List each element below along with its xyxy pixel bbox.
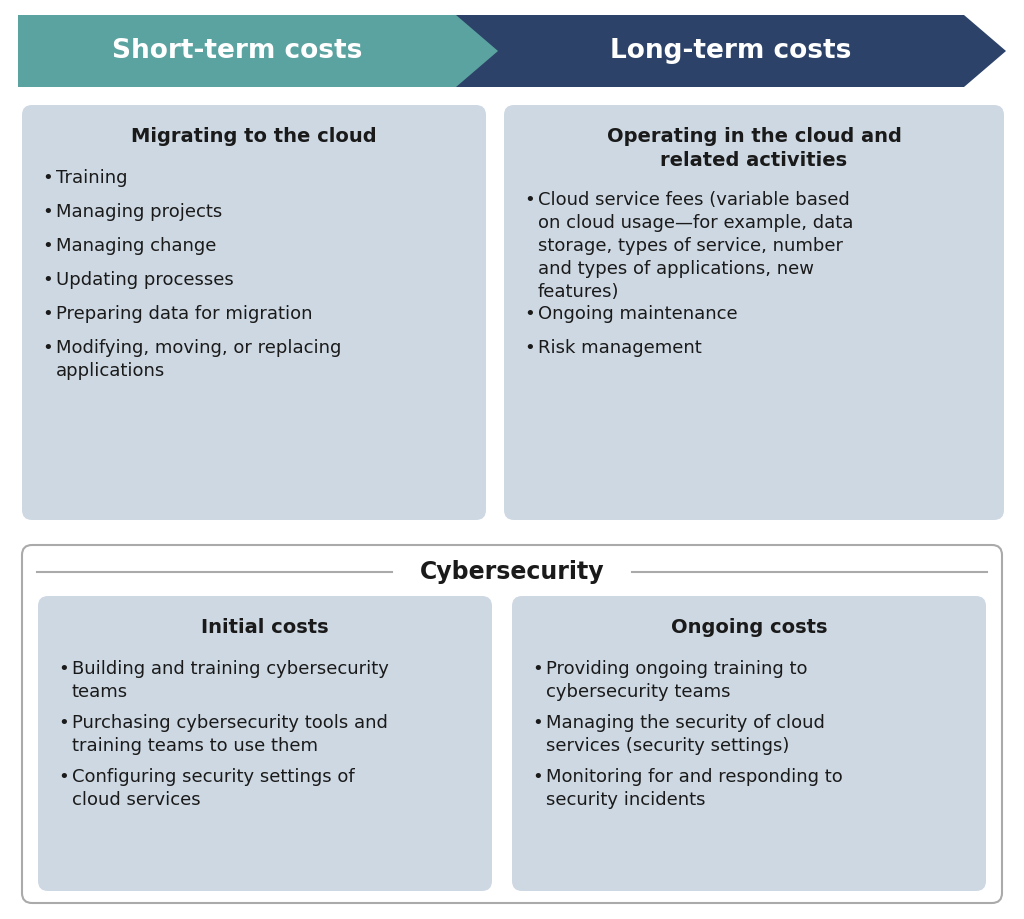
FancyBboxPatch shape	[22, 105, 486, 520]
Text: Modifying, moving, or replacing
applications: Modifying, moving, or replacing applicat…	[56, 339, 341, 380]
Text: Short-term costs: Short-term costs	[112, 38, 362, 64]
Text: Ongoing costs: Ongoing costs	[671, 618, 827, 637]
Text: •: •	[42, 305, 53, 323]
Text: •: •	[42, 237, 53, 255]
Text: Cloud service fees (variable based
on cloud usage—for example, data
storage, typ: Cloud service fees (variable based on cl…	[538, 191, 853, 301]
Text: Initial costs: Initial costs	[201, 618, 329, 637]
Text: Migrating to the cloud: Migrating to the cloud	[131, 127, 377, 146]
Text: •: •	[524, 191, 535, 209]
Text: Operating in the cloud and
related activities: Operating in the cloud and related activ…	[606, 127, 901, 169]
Text: •: •	[524, 305, 535, 323]
Text: •: •	[58, 714, 69, 732]
FancyBboxPatch shape	[22, 545, 1002, 903]
Text: Managing the security of cloud
services (security settings): Managing the security of cloud services …	[546, 714, 825, 754]
Text: •: •	[42, 169, 53, 187]
Text: Managing change: Managing change	[56, 237, 216, 255]
Text: Providing ongoing training to
cybersecurity teams: Providing ongoing training to cybersecur…	[546, 660, 808, 701]
Polygon shape	[18, 15, 498, 87]
Text: Configuring security settings of
cloud services: Configuring security settings of cloud s…	[72, 768, 354, 809]
FancyBboxPatch shape	[38, 596, 492, 891]
Text: •: •	[42, 203, 53, 221]
Text: •: •	[42, 339, 53, 357]
FancyBboxPatch shape	[512, 596, 986, 891]
Text: Risk management: Risk management	[538, 339, 701, 357]
Text: Monitoring for and responding to
security incidents: Monitoring for and responding to securit…	[546, 768, 843, 809]
Text: Preparing data for migration: Preparing data for migration	[56, 305, 312, 323]
Text: Building and training cybersecurity
teams: Building and training cybersecurity team…	[72, 660, 389, 701]
Text: •: •	[58, 768, 69, 786]
Text: •: •	[58, 660, 69, 678]
Text: •: •	[532, 768, 543, 786]
Text: Updating processes: Updating processes	[56, 271, 233, 289]
Polygon shape	[18, 15, 1006, 87]
Text: •: •	[524, 339, 535, 357]
Text: Long-term costs: Long-term costs	[610, 38, 852, 64]
Text: Purchasing cybersecurity tools and
training teams to use them: Purchasing cybersecurity tools and train…	[72, 714, 388, 754]
Text: Ongoing maintenance: Ongoing maintenance	[538, 305, 737, 323]
FancyBboxPatch shape	[504, 105, 1004, 520]
Text: •: •	[532, 660, 543, 678]
Text: Managing projects: Managing projects	[56, 203, 222, 221]
Text: Cybersecurity: Cybersecurity	[420, 560, 604, 584]
Text: Training: Training	[56, 169, 128, 187]
Text: •: •	[532, 714, 543, 732]
Text: •: •	[42, 271, 53, 289]
